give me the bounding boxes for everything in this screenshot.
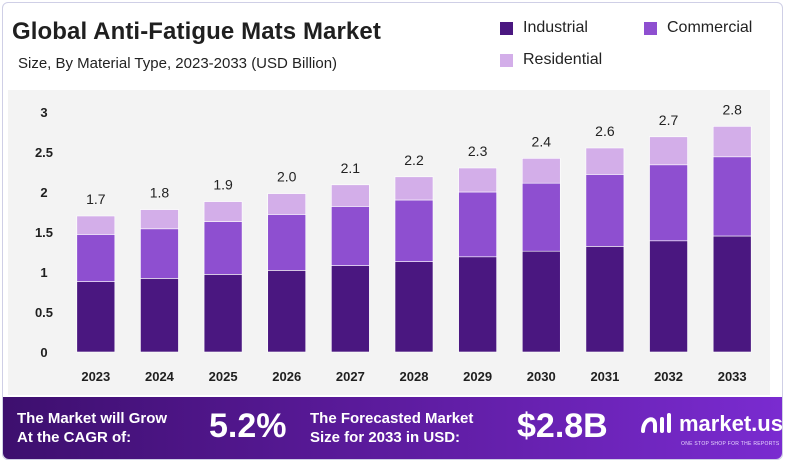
bar-industrial-2027 [331, 265, 370, 353]
bar-commercial-2026 [267, 214, 307, 271]
bar-residential-2025 [203, 201, 243, 222]
x-tick-label: 2028 [400, 369, 429, 384]
bar-industrial-2025 [203, 274, 243, 353]
x-tick-label: 2029 [463, 369, 492, 384]
chart-title: Global Anti-Fatigue Mats Market [12, 18, 381, 45]
legend-swatch-commercial [644, 21, 657, 35]
bar-residential-2028 [394, 176, 434, 201]
legend-item-commercial: Commercial [644, 19, 752, 37]
y-tick-label: 1.5 [35, 225, 53, 240]
cagr-label: The Market will Grow At the CAGR of: [17, 409, 167, 447]
bar-commercial-2025 [203, 221, 243, 275]
bar-commercial-2032 [649, 164, 688, 242]
bar-total-label: 1.7 [86, 191, 106, 207]
bar-residential-2032 [649, 136, 688, 166]
bar-total-label: 2.2 [404, 152, 424, 168]
y-tick-label: 2 [40, 185, 47, 200]
bar-commercial-2027 [331, 206, 370, 266]
legend-label-industrial: Industrial [523, 19, 588, 36]
legend-label-commercial: Commercial [667, 19, 753, 36]
bar-residential-2033 [712, 126, 752, 158]
bar-industrial-2033 [712, 235, 752, 353]
bar-commercial-2033 [712, 156, 752, 237]
bar-industrial-2028 [394, 261, 434, 353]
bar-industrial-2031 [585, 246, 625, 353]
plot-background [8, 90, 770, 395]
x-tick-label: 2025 [209, 369, 238, 384]
bar-total-label: 1.9 [213, 177, 233, 193]
bar-commercial-2023 [76, 234, 116, 282]
legend-label-residential: Residential [523, 51, 603, 68]
bar-total-label: 1.8 [150, 185, 170, 201]
bar-commercial-2031 [585, 174, 625, 247]
forecast-label-line1: The Forecasted Market [310, 410, 474, 427]
bar-total-label: 2.4 [532, 133, 552, 149]
footer-banner: The Market will Grow At the CAGR of: 5.2… [3, 397, 783, 459]
bar-residential-2030 [521, 158, 561, 184]
legend-item-residential: Residential [500, 51, 602, 69]
x-tick-label: 2030 [527, 369, 556, 384]
cagr-label-line2: At the CAGR of: [17, 429, 132, 446]
y-tick-label: 3 [40, 105, 47, 120]
bar-total-label: 2.3 [468, 143, 488, 159]
x-tick-label: 2031 [590, 369, 619, 384]
bar-total-label: 2.1 [341, 160, 361, 176]
forecast-label: The Forecasted Market Size for 2033 in U… [310, 409, 473, 447]
market-us-logo-icon [641, 413, 671, 433]
bar-industrial-2024 [140, 278, 179, 353]
chart-subtitle: Size, By Material Type, 2023-2033 (USD B… [18, 55, 338, 72]
legend-item-industrial: Industrial [500, 19, 588, 37]
bar-industrial-2032 [649, 240, 688, 353]
bar-residential-2031 [585, 147, 625, 175]
bar-industrial-2026 [267, 270, 307, 353]
x-tick-label: 2032 [654, 369, 683, 384]
bar-residential-2024 [140, 209, 179, 230]
forecast-value: $2.8B [517, 407, 608, 445]
x-tick-label: 2033 [718, 369, 747, 384]
bar-commercial-2029 [458, 191, 497, 258]
legend-swatch-residential [500, 53, 513, 67]
legend-swatch-industrial [500, 21, 513, 35]
x-tick-label: 2027 [336, 369, 365, 384]
bar-industrial-2029 [458, 256, 497, 353]
bar-residential-2029 [458, 167, 497, 193]
bar-residential-2027 [331, 184, 370, 207]
forecast-label-line2: Size for 2033 in USD: [310, 429, 461, 446]
x-tick-label: 2024 [145, 369, 175, 384]
bar-total-label: 2.8 [722, 101, 742, 117]
brand-logo: market.us ONE STOP SHOP FOR THE REPORTS [639, 411, 783, 447]
bar-total-label: 2.7 [659, 112, 679, 128]
bar-industrial-2023 [76, 281, 116, 353]
brand-tagline: ONE STOP SHOP FOR THE REPORTS [681, 441, 780, 447]
x-tick-label: 2026 [272, 369, 301, 384]
bar-residential-2026 [267, 193, 307, 215]
bar-residential-2023 [76, 215, 116, 235]
bar-total-label: 2.6 [595, 123, 615, 139]
bar-total-label: 2.0 [277, 169, 297, 185]
bar-industrial-2030 [521, 250, 561, 353]
bar-commercial-2028 [394, 199, 434, 262]
y-tick-label: 1 [40, 265, 47, 280]
y-tick-label: 0.5 [35, 305, 53, 320]
bar-commercial-2024 [140, 228, 179, 279]
bar-commercial-2030 [521, 182, 561, 252]
cagr-label-line1: The Market will Grow [17, 410, 168, 427]
x-tick-label: 2023 [81, 369, 110, 384]
cagr-value: 5.2% [209, 407, 287, 445]
brand-name: market.us [679, 411, 783, 436]
y-tick-label: 2.5 [35, 145, 53, 160]
y-tick-label: 0 [40, 345, 47, 360]
